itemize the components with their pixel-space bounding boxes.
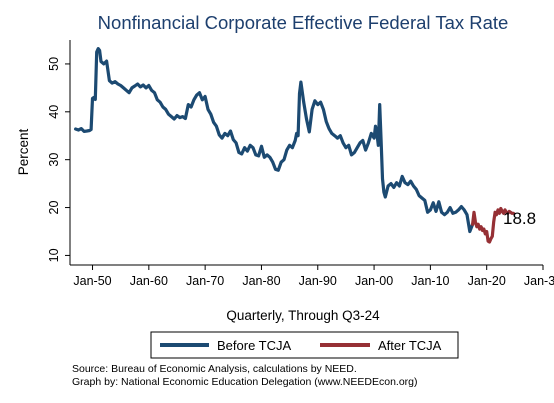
x-tick-label: Jan-10	[411, 274, 449, 288]
end-value-label: 18.8	[503, 209, 536, 228]
y-ticks: 10 20 30 40 50	[47, 57, 70, 262]
x-tick-label: Jan-30	[524, 274, 554, 288]
series-line-after-tcja	[471, 206, 516, 244]
y-tick-label: 50	[47, 57, 61, 71]
y-tick-label: 40	[47, 105, 61, 119]
x-tick-label: Jan-70	[186, 274, 224, 288]
y-tick-label: 10	[47, 248, 61, 262]
x-tick-label: Jan-80	[242, 274, 280, 288]
chart-title: Nonfinancial Corporate Effective Federal…	[98, 12, 509, 33]
x-tick-label: Jan-50	[73, 274, 111, 288]
x-tick-label: Jan-00	[355, 274, 393, 288]
axes	[69, 40, 543, 266]
x-tick-label: Jan-20	[468, 274, 506, 288]
series-layer	[73, 46, 516, 244]
source-note: Source: Bureau of Economic Analysis, cal…	[72, 363, 357, 375]
y-axis-label: Percent	[16, 128, 31, 175]
series-line-before-tcja	[73, 46, 475, 234]
x-axis-label: Quarterly, Through Q3-24	[226, 308, 380, 323]
legend-label-before-tcja: Before TCJA	[217, 338, 292, 353]
credit-note: Graph by: National Economic Education De…	[72, 376, 418, 388]
x-ticks: Jan-50 Jan-60 Jan-70 Jan-80 Jan-90 Jan-00 Jan-…	[73, 265, 554, 288]
legend: Before TCJA After TCJA	[150, 331, 459, 359]
x-tick-label: Jan-60	[130, 274, 168, 288]
x-tick-label: Jan-90	[299, 274, 337, 288]
legend-label-after-tcja: After TCJA	[378, 338, 442, 353]
y-tick-label: 20	[47, 201, 61, 215]
y-tick-label: 30	[47, 153, 61, 167]
